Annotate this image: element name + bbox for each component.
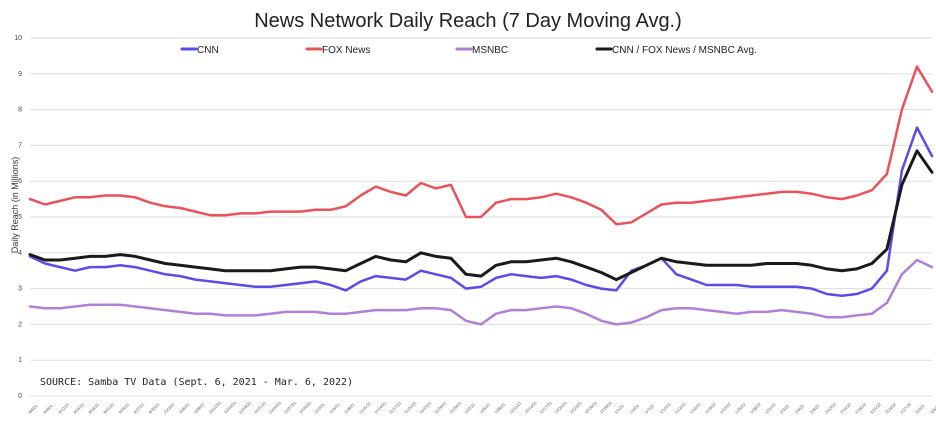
- x-tick-label: 3/2/22: [914, 403, 926, 415]
- x-tick-label: 2/27/22: [899, 401, 913, 415]
- y-tick-label: 1: [18, 357, 22, 364]
- x-tick-label: 1/31/22: [764, 401, 778, 415]
- x-tick-label: 11/8/21: [343, 401, 356, 414]
- x-tick-label: 9/24/21: [117, 401, 131, 415]
- x-tick-label: 1/4/22: [629, 403, 641, 415]
- y-tick-label: 6: [18, 178, 22, 185]
- legend: CNN FOX News MSNBC CNN / FOX News / MSNBC A…: [180, 45, 757, 56]
- x-tick-label: 11/23/21: [418, 400, 433, 415]
- x-tick-label: 1/16/22: [689, 401, 703, 415]
- x-tick-label: 12/14/21: [523, 400, 538, 415]
- x-tick-label: 12/8/21: [493, 401, 507, 415]
- x-tick-label: 9/27/21: [132, 401, 146, 415]
- y-axis-ticks: 0 1 2 3 4 5 6 7 8 9 10: [14, 35, 22, 400]
- x-tick-label: 1/10/22: [659, 401, 673, 415]
- x-tick-label: 9/9/21: [42, 403, 54, 415]
- y-tick-label: 0: [18, 393, 22, 400]
- gridlines: [30, 37, 932, 397]
- x-tick-label: 2/21/22: [869, 401, 883, 415]
- x-tick-label: 9/6/21: [27, 403, 39, 415]
- x-axis-ticks: 9/6/21 9/9/21 9/12/21 9/15/21 9/18/21 9/21/21…: [27, 400, 936, 415]
- series-line-cnn: [28, 126, 934, 298]
- y-axis-label: Daily Reach (in Millions): [10, 157, 20, 254]
- x-tick-label: 12/17/21: [538, 400, 553, 415]
- chart-title: News Network Daily Reach (7 Day Moving A…: [254, 10, 682, 32]
- x-tick-label: 2/18/22: [854, 401, 868, 415]
- x-tick-label: 12/5/21: [478, 401, 492, 415]
- y-tick-label: 8: [18, 107, 22, 114]
- x-tick-label: 10/6/21: [178, 401, 192, 415]
- x-tick-label: 10/15/21: [223, 400, 238, 415]
- series-line-msnbc: [28, 258, 934, 326]
- x-tick-label: 11/14/21: [373, 400, 388, 415]
- x-tick-label: 10/3/21: [162, 401, 176, 415]
- y-tick-label: 4: [18, 250, 22, 257]
- legend-entry: CNN: [197, 45, 219, 56]
- x-tick-label: 9/18/21: [87, 401, 101, 415]
- x-tick-label: 1/13/22: [674, 401, 688, 415]
- x-tick-label: 10/27/21: [283, 400, 298, 415]
- series-line-cnn-fox-news-msnbc-avg-: [28, 149, 934, 282]
- x-tick-label: 9/15/21: [72, 401, 86, 415]
- x-tick-label: 1/28/22: [749, 401, 763, 415]
- x-tick-label: 1/19/22: [704, 401, 718, 415]
- x-tick-label: 1/7/22: [644, 403, 656, 415]
- x-tick-label: 3/5/22: [929, 403, 936, 415]
- x-tick-label: 10/30/21: [298, 400, 313, 415]
- x-tick-label: 1/22/22: [719, 401, 733, 415]
- series-line-fox-news: [28, 65, 934, 226]
- x-tick-label: 12/11/21: [508, 400, 523, 415]
- y-tick-label: 2: [18, 321, 22, 328]
- y-tick-label: 5: [18, 214, 22, 221]
- source-note: SOURCE: Samba TV Data (Sept. 6, 2021 - M…: [40, 377, 353, 388]
- x-tick-label: 2/9/22: [809, 403, 821, 415]
- x-tick-label: 12/2/21: [463, 401, 477, 415]
- x-tick-label: 9/30/21: [147, 401, 161, 415]
- x-tick-label: 9/12/21: [57, 401, 71, 415]
- x-tick-label: 9/21/21: [102, 401, 116, 415]
- legend-entry: FOX News: [322, 45, 370, 56]
- series-lines: [28, 65, 934, 326]
- x-tick-label: 11/17/21: [388, 400, 403, 415]
- x-tick-label: 11/2/21: [313, 401, 326, 414]
- x-tick-label: 11/20/21: [403, 400, 418, 415]
- x-tick-label: 2/6/22: [794, 403, 806, 415]
- x-tick-label: 2/12/22: [824, 401, 838, 415]
- x-tick-label: 2/3/22: [779, 403, 791, 415]
- x-tick-label: 2/15/22: [839, 401, 853, 415]
- x-tick-label: 10/18/21: [238, 400, 253, 415]
- y-tick-label: 7: [18, 142, 22, 149]
- x-tick-label: 2/24/22: [884, 401, 898, 415]
- x-tick-label: 10/24/21: [268, 400, 283, 415]
- y-tick-label: 3: [18, 286, 22, 293]
- x-tick-label: 10/21/21: [253, 400, 268, 415]
- x-tick-label: 10/9/21: [193, 401, 207, 415]
- x-tick-label: 1/25/22: [734, 401, 748, 415]
- x-tick-label: 11/5/21: [328, 401, 341, 414]
- x-tick-label: 11/29/21: [448, 400, 463, 415]
- x-tick-label: 10/12/21: [208, 400, 223, 415]
- legend-entry: MSNBC: [472, 45, 508, 56]
- x-tick-label: 12/23/21: [568, 400, 583, 415]
- y-tick-label: 9: [18, 71, 22, 78]
- legend-entry: CNN / FOX News / MSNBC Avg.: [612, 45, 757, 56]
- y-tick-label: 10: [14, 35, 22, 42]
- x-tick-label: 12/26/21: [583, 400, 598, 415]
- x-tick-label: 1/1/22: [613, 403, 625, 415]
- x-tick-label: 12/20/21: [553, 400, 568, 415]
- x-tick-label: 12/29/21: [598, 400, 613, 415]
- x-tick-label: 11/11/21: [358, 400, 373, 415]
- x-tick-label: 11/26/21: [433, 400, 448, 415]
